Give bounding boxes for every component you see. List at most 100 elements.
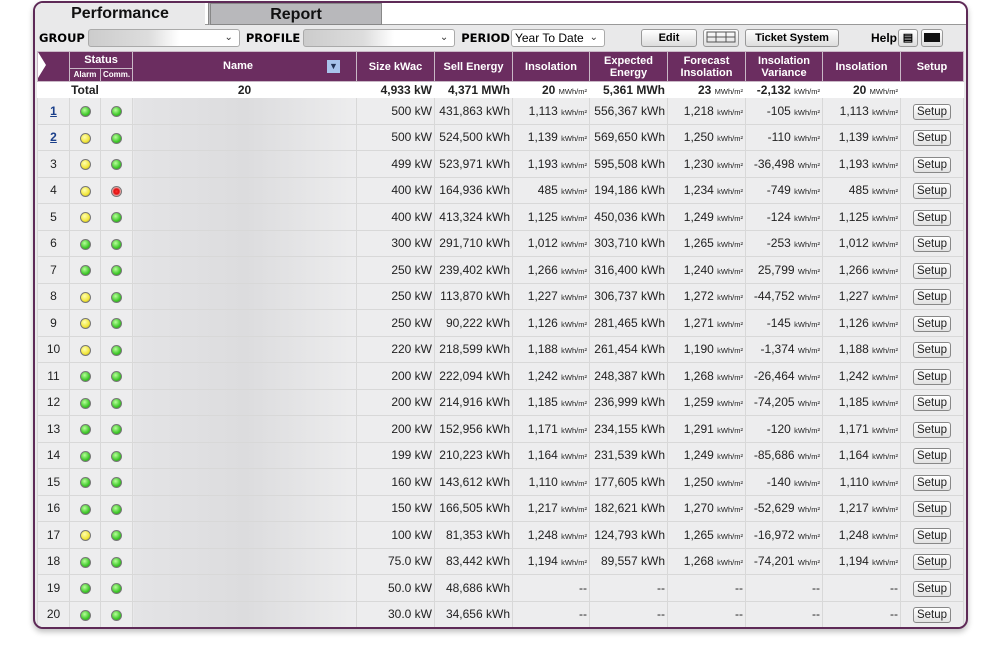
- site-name[interactable]: [132, 203, 357, 231]
- site-name[interactable]: [132, 547, 357, 575]
- site-name[interactable]: [132, 574, 357, 602]
- setup-button[interactable]: Setup: [912, 421, 952, 438]
- site-name[interactable]: [132, 600, 357, 627]
- row-index: 11: [47, 368, 60, 383]
- forecast-insolation-header[interactable]: Forecast Insolation: [667, 51, 746, 82]
- setup-button[interactable]: Setup: [912, 527, 952, 544]
- setup-button[interactable]: Setup: [912, 580, 952, 597]
- setup-button[interactable]: Setup: [912, 209, 952, 226]
- expand-column-header[interactable]: [37, 51, 70, 82]
- setup-button[interactable]: Setup: [912, 156, 952, 173]
- setup-button[interactable]: Setup: [912, 501, 952, 518]
- insolation: 1,188 kWh/m²: [512, 335, 590, 363]
- insolation-variance: -16,972 Wh/m²: [745, 521, 823, 549]
- site-name[interactable]: [132, 468, 357, 496]
- sell-energy-header[interactable]: Sell Energy: [434, 51, 513, 82]
- comm-status: [100, 256, 133, 284]
- value: 20: [541, 82, 556, 97]
- insolation-header[interactable]: Insolation: [512, 51, 590, 82]
- setup-button[interactable]: Setup: [912, 395, 952, 412]
- period-select[interactable]: Year To Date ⌄: [510, 29, 605, 47]
- unit: kWh/m²: [561, 505, 587, 515]
- unit: Wh/m²: [797, 372, 820, 382]
- table-row: 1 500 kW 431,863 kWh 1,113 kWh/m² 556,36…: [37, 97, 964, 125]
- setup-button[interactable]: Setup: [912, 315, 952, 332]
- value: -253: [766, 236, 791, 251]
- green-status-light-icon: [111, 424, 122, 436]
- forecast-insolation: 1,250 kWh/m²: [667, 468, 746, 496]
- value: -2,132: [756, 82, 791, 97]
- name-header[interactable]: Name ▼: [132, 51, 357, 82]
- table-row: 5 400 kW 413,324 kWh 1,125 kWh/m² 450,03…: [37, 203, 964, 231]
- insolation: 1,171 kWh/m²: [512, 415, 590, 443]
- tab-performance[interactable]: Performance: [35, 3, 205, 25]
- setup-button[interactable]: Setup: [912, 262, 952, 279]
- alarm-status: [69, 123, 101, 151]
- green-status-light-icon: [79, 477, 91, 489]
- profile-select[interactable]: ⌄: [303, 29, 456, 47]
- value: 1,242: [527, 368, 558, 383]
- expected-energy: 281,465 kWh: [589, 309, 668, 337]
- site-name[interactable]: [132, 335, 357, 363]
- site-name[interactable]: [132, 176, 357, 204]
- site-name[interactable]: [132, 123, 357, 151]
- row-index-link[interactable]: 1: [50, 103, 57, 118]
- help-video-button[interactable]: [921, 29, 943, 47]
- site-name[interactable]: [132, 388, 357, 416]
- site-name[interactable]: [132, 256, 357, 284]
- site-name[interactable]: [132, 229, 357, 257]
- unit: kWh/m²: [794, 478, 820, 488]
- yellow-status-light-icon: [79, 291, 91, 303]
- forecast-insolation: 1,234 kWh/m²: [667, 176, 746, 204]
- site-name[interactable]: [132, 441, 357, 469]
- site-name[interactable]: [132, 415, 357, 443]
- insolation: 1,110 kWh/m²: [512, 468, 590, 496]
- setup-button[interactable]: Setup: [912, 130, 952, 147]
- unit: kWh/m²: [794, 86, 820, 96]
- setup-button[interactable]: Setup: [912, 368, 952, 385]
- setup-button[interactable]: Setup: [912, 183, 952, 200]
- chevron-down-icon[interactable]: ▼: [326, 60, 340, 73]
- sell-energy: 164,936 kWh: [434, 176, 513, 204]
- insolation: --: [512, 574, 590, 602]
- size-header[interactable]: Size kWac: [356, 51, 435, 82]
- insolation-variance: -105 kWh/m²: [745, 97, 823, 125]
- setup-button[interactable]: Setup: [912, 607, 952, 624]
- forecast-insolation: 1,265 kWh/m²: [667, 229, 746, 257]
- site-name[interactable]: [132, 97, 357, 125]
- expected-energy: 177,605 kWh: [589, 468, 668, 496]
- setup-button[interactable]: Setup: [912, 448, 952, 465]
- value: 1,234: [683, 183, 714, 198]
- insolation-header-2[interactable]: Insolation: [822, 51, 901, 82]
- unit: Wh/m²: [797, 452, 820, 462]
- forecast-insolation: 1,268 kWh/m²: [667, 362, 746, 390]
- site-name[interactable]: [132, 150, 357, 178]
- setup-button[interactable]: Setup: [912, 103, 952, 120]
- insolation-variance: --: [745, 574, 823, 602]
- site-name[interactable]: [132, 362, 357, 390]
- tab-report[interactable]: Report: [208, 3, 382, 25]
- edit-button[interactable]: Edit: [640, 29, 697, 47]
- row-index-link[interactable]: 2: [50, 130, 57, 145]
- insolation-variance-header[interactable]: Insolation Variance: [745, 51, 823, 82]
- setup-button[interactable]: Setup: [912, 289, 952, 306]
- unit: kWh/m²: [717, 452, 743, 462]
- layout-grid-button[interactable]: [702, 29, 739, 47]
- value: 1,193: [838, 156, 869, 171]
- site-name[interactable]: [132, 309, 357, 337]
- group-select[interactable]: ⌄: [87, 29, 240, 47]
- setup-button[interactable]: Setup: [912, 342, 952, 359]
- site-name[interactable]: [132, 521, 357, 549]
- help-document-button[interactable]: ▤: [898, 29, 918, 47]
- value: -145: [766, 315, 791, 330]
- ticket-system-button[interactable]: Ticket System: [744, 29, 839, 47]
- green-status-light-icon: [79, 397, 91, 409]
- setup-button[interactable]: Setup: [912, 554, 952, 571]
- video-camera-icon: [924, 33, 940, 42]
- setup-button[interactable]: Setup: [912, 474, 952, 491]
- site-name[interactable]: [132, 494, 357, 522]
- setup-button[interactable]: Setup: [912, 236, 952, 253]
- expected-energy-header[interactable]: Expected Energy: [589, 51, 668, 82]
- site-name[interactable]: [132, 282, 357, 310]
- green-status-light-icon: [79, 609, 91, 621]
